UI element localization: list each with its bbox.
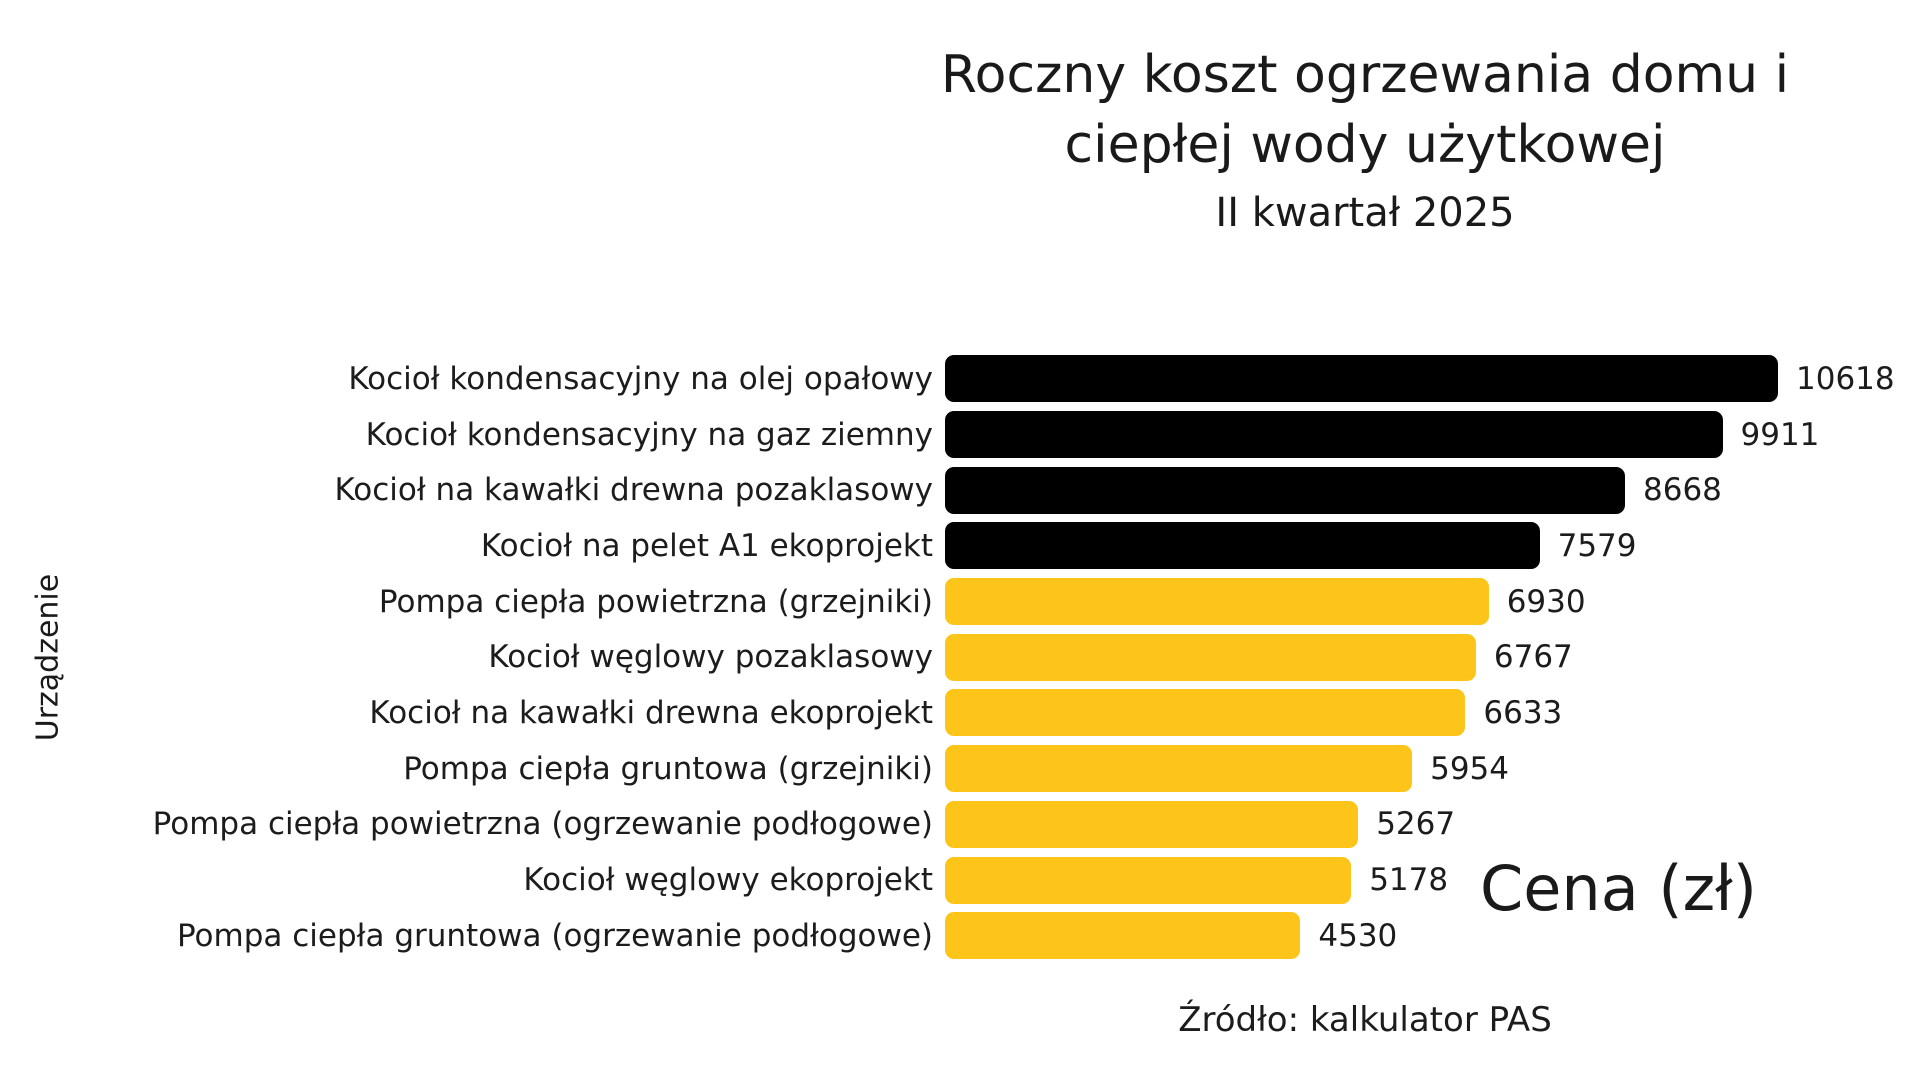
category-label: Pompa ciepła gruntowa (ogrzewanie podłog… bbox=[176, 917, 933, 954]
category-label: Kocioł węglowy pozaklasowy bbox=[488, 639, 933, 676]
chart-row: Kocioł kondensacyjny na olej opałowy 1061… bbox=[0, 351, 1920, 407]
category-label: Kocioł na kawałki drewna ekoprojekt bbox=[369, 694, 933, 731]
bar bbox=[945, 411, 1723, 459]
x-axis-title: Cena (zł) bbox=[1480, 852, 1757, 925]
value-label: 10618 bbox=[1796, 360, 1895, 397]
value-label: 5178 bbox=[1369, 862, 1449, 899]
chart-header: Roczny koszt ogrzewania domu i ciepłej w… bbox=[810, 40, 1920, 238]
value-label: 4530 bbox=[1318, 917, 1398, 954]
chart-row: Kocioł kondensacyjny na gaz ziemny 9911 bbox=[0, 407, 1920, 463]
category-label: Kocioł kondensacyjny na olej opałowy bbox=[348, 360, 933, 397]
bar bbox=[945, 633, 1476, 681]
value-label: 6633 bbox=[1483, 694, 1563, 731]
bar bbox=[945, 578, 1489, 626]
chart-row: Kocioł na kawałki drewna pozaklasowy 8668 bbox=[0, 462, 1920, 518]
category-label: Kocioł na pelet A1 ekoprojekt bbox=[480, 527, 933, 564]
value-label: 6930 bbox=[1506, 583, 1586, 620]
value-label: 6767 bbox=[1493, 639, 1573, 676]
category-label: Kocioł kondensacyjny na gaz ziemny bbox=[365, 416, 933, 453]
bar bbox=[945, 355, 1778, 403]
category-label: Kocioł węglowy ekoprojekt bbox=[523, 862, 933, 899]
chart-row: Pompa ciepła powietrzna (ogrzewanie podł… bbox=[0, 797, 1920, 853]
chart-title-line2: ciepłej wody użytkowej bbox=[1064, 115, 1666, 175]
value-label: 9911 bbox=[1740, 416, 1820, 453]
bar bbox=[945, 689, 1466, 737]
chart-row: Pompa ciepła powietrzna (grzejniki) 6930 bbox=[0, 574, 1920, 630]
bar bbox=[945, 912, 1301, 960]
chart-row: Kocioł na pelet A1 ekoprojekt 7579 bbox=[0, 518, 1920, 574]
bar bbox=[945, 466, 1625, 514]
chart-row: Pompa ciepła gruntowa (ogrzewanie podłog… bbox=[0, 908, 1920, 964]
category-label: Pompa ciepła gruntowa (grzejniki) bbox=[403, 750, 933, 787]
bar bbox=[945, 800, 1359, 848]
bar-chart: Kocioł kondensacyjny na olej opałowy 1061… bbox=[0, 351, 1920, 964]
value-label: 7579 bbox=[1557, 527, 1637, 564]
chart-row: Pompa ciepła gruntowa (grzejniki) 5954 bbox=[0, 741, 1920, 797]
chart-row: Kocioł na kawałki drewna ekoprojekt 6633 bbox=[0, 685, 1920, 741]
value-label: 5954 bbox=[1430, 750, 1509, 787]
chart-row: Kocioł węglowy ekoprojekt 5178 bbox=[0, 852, 1920, 908]
category-label: Pompa ciepła powietrzna (ogrzewanie podł… bbox=[152, 806, 933, 843]
chart-title-line1: Roczny koszt ogrzewania domu i bbox=[940, 45, 1790, 105]
value-label: 5267 bbox=[1376, 806, 1456, 843]
category-label: Kocioł na kawałki drewna pozaklasowy bbox=[334, 472, 933, 509]
source-note: Źródło: kalkulator PAS bbox=[1178, 1000, 1552, 1040]
value-label: 8668 bbox=[1643, 472, 1722, 509]
bar bbox=[945, 856, 1352, 904]
chart-subtitle: II kwartał 2025 bbox=[1215, 190, 1515, 236]
bar bbox=[945, 745, 1413, 793]
bar bbox=[945, 522, 1540, 570]
chart-row: Kocioł węglowy pozaklasowy 6767 bbox=[0, 629, 1920, 685]
category-label: Pompa ciepła powietrzna (grzejniki) bbox=[378, 583, 933, 620]
